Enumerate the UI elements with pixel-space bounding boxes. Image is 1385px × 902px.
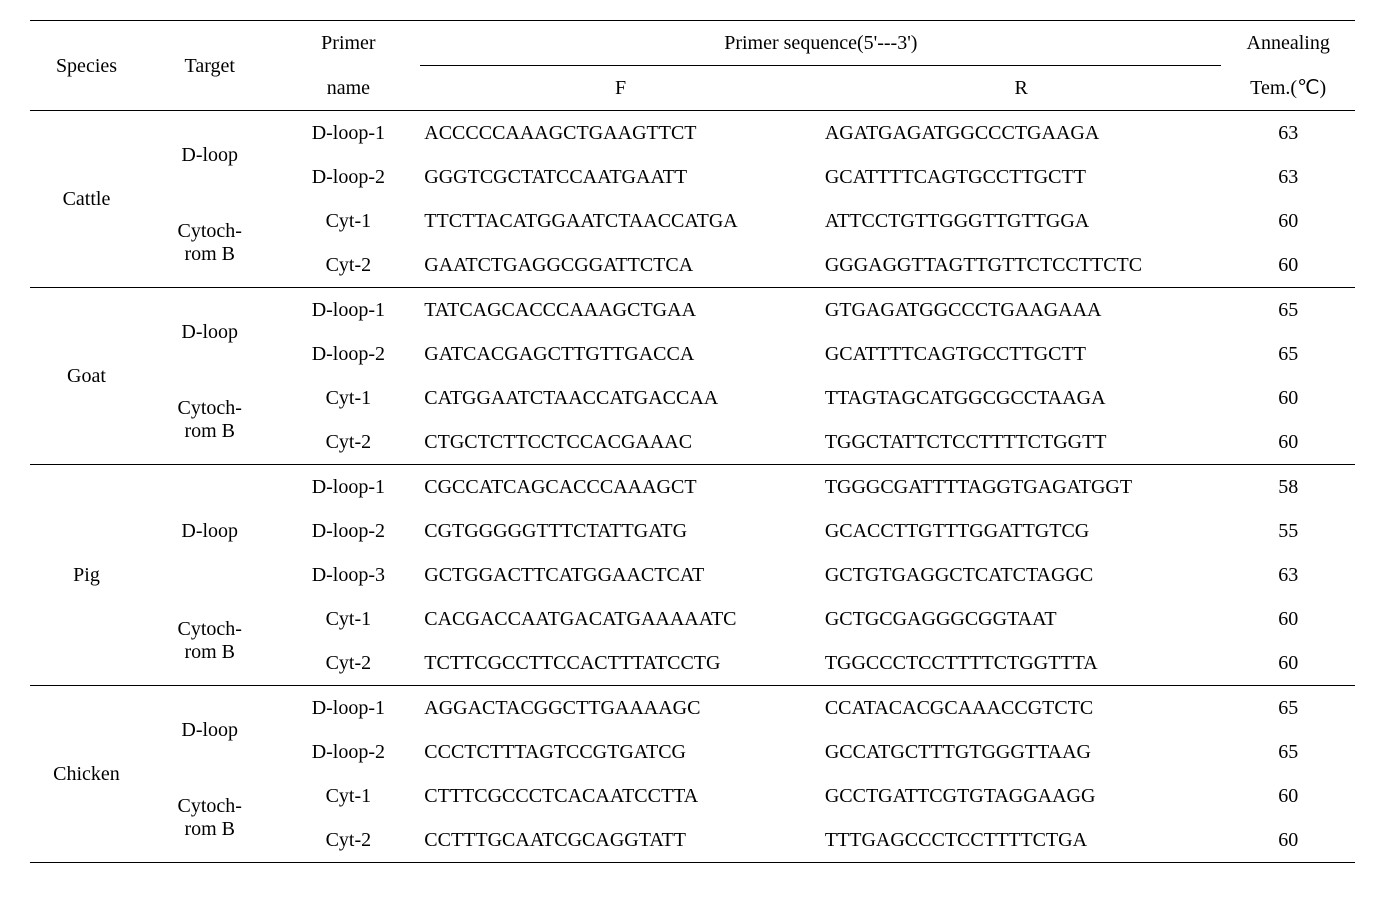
- sequence-r-cell: TGGCCCTCCTTTTCTGGTTTA: [821, 641, 1222, 686]
- table-body: CattleD-loopD-loop-1ACCCCCAAAGCTGAAGTTCT…: [30, 111, 1355, 863]
- sequence-r-cell: GCCTGATTCGTGTAGGAAGG: [821, 774, 1222, 818]
- temp-cell: 60: [1221, 243, 1355, 288]
- table-header: Species Target Primer Primer sequence(5'…: [30, 21, 1355, 111]
- primer-table: Species Target Primer Primer sequence(5'…: [30, 20, 1355, 863]
- target-cell: Cytoch-rom B: [143, 597, 277, 686]
- header-primer-top: Primer: [276, 21, 420, 66]
- sequence-f-cell: CTGCTCTTCCTCCACGAAAC: [420, 420, 821, 465]
- sequence-f-cell: CGTGGGGGTTTCTATTGATG: [420, 509, 821, 553]
- sequence-r-cell: TTAGTAGCATGGCGCCTAAGA: [821, 376, 1222, 420]
- target-cell: Cytoch-rom B: [143, 376, 277, 465]
- primer-name-cell: Cyt-1: [276, 774, 420, 818]
- sequence-f-cell: CCCTCTTTAGTCCGTGATCG: [420, 730, 821, 774]
- sequence-f-cell: TCTTCGCCTTCCACTTTATCCTG: [420, 641, 821, 686]
- sequence-f-cell: GGGTCGCTATCCAATGAATT: [420, 155, 821, 199]
- sequence-r-cell: GGGAGGTTAGTTGTTCTCCTTCTC: [821, 243, 1222, 288]
- sequence-f-cell: CGCCATCAGCACCCAAAGCT: [420, 465, 821, 510]
- sequence-r-cell: CCATACACGCAAACCGTCTC: [821, 686, 1222, 731]
- species-cell: Cattle: [30, 111, 143, 288]
- target-cell: D-loop: [143, 465, 277, 598]
- sequence-r-cell: TGGCTATTCTCCTTTTCTGGTT: [821, 420, 1222, 465]
- primer-name-cell: D-loop-2: [276, 730, 420, 774]
- sequence-r-cell: TGGGCGATTTTAGGTGAGATGGT: [821, 465, 1222, 510]
- sequence-f-cell: GATCACGAGCTTGTTGACCA: [420, 332, 821, 376]
- primer-name-cell: D-loop-1: [276, 465, 420, 510]
- primer-name-cell: Cyt-2: [276, 818, 420, 863]
- primer-name-cell: D-loop-3: [276, 553, 420, 597]
- sequence-r-cell: GCTGCGAGGGCGGTAAT: [821, 597, 1222, 641]
- target-cell: Cytoch-rom B: [143, 199, 277, 288]
- sequence-r-cell: GCCATGCTTTGTGGGTTAAG: [821, 730, 1222, 774]
- sequence-f-cell: CTTTCGCCCTCACAATCCTTA: [420, 774, 821, 818]
- temp-cell: 63: [1221, 155, 1355, 199]
- primer-name-cell: D-loop-1: [276, 288, 420, 333]
- temp-cell: 60: [1221, 774, 1355, 818]
- sequence-f-cell: GCTGGACTTCATGGAACTCAT: [420, 553, 821, 597]
- header-primer-bottom: name: [276, 66, 420, 111]
- header-sequence: Primer sequence(5'---3'): [420, 21, 1221, 66]
- primer-name-cell: Cyt-2: [276, 420, 420, 465]
- sequence-r-cell: AGATGAGATGGCCCTGAAGA: [821, 111, 1222, 156]
- temp-cell: 65: [1221, 288, 1355, 333]
- sequence-f-cell: TTCTTACATGGAATCTAACCATGA: [420, 199, 821, 243]
- temp-cell: 60: [1221, 818, 1355, 863]
- sequence-r-cell: TTTGAGCCCTCCTTTTCTGA: [821, 818, 1222, 863]
- sequence-f-cell: AGGACTACGGCTTGAAAAGC: [420, 686, 821, 731]
- sequence-f-cell: ACCCCCAAAGCTGAAGTTCT: [420, 111, 821, 156]
- sequence-r-cell: ATTCCTGTTGGGTTGTTGGA: [821, 199, 1222, 243]
- temp-cell: 65: [1221, 730, 1355, 774]
- species-cell: Chicken: [30, 686, 143, 863]
- header-annealing-top: Annealing: [1221, 21, 1355, 66]
- target-cell: D-loop: [143, 111, 277, 200]
- sequence-f-cell: CACGACCAATGACATGAAAAATC: [420, 597, 821, 641]
- temp-cell: 58: [1221, 465, 1355, 510]
- temp-cell: 60: [1221, 597, 1355, 641]
- sequence-f-cell: CATGGAATCTAACCATGACCAA: [420, 376, 821, 420]
- temp-cell: 60: [1221, 641, 1355, 686]
- primer-name-cell: D-loop-2: [276, 332, 420, 376]
- temp-cell: 60: [1221, 199, 1355, 243]
- temp-cell: 63: [1221, 111, 1355, 156]
- sequence-r-cell: GCATTTTCAGTGCCTTGCTT: [821, 155, 1222, 199]
- primer-name-cell: Cyt-2: [276, 243, 420, 288]
- sequence-f-cell: TATCAGCACCCAAAGCTGAA: [420, 288, 821, 333]
- header-f: F: [420, 66, 821, 111]
- temp-cell: 60: [1221, 420, 1355, 465]
- header-annealing-bottom: Tem.(℃): [1221, 66, 1355, 111]
- target-cell: Cytoch-rom B: [143, 774, 277, 863]
- sequence-f-cell: CCTTTGCAATCGCAGGTATT: [420, 818, 821, 863]
- temp-cell: 55: [1221, 509, 1355, 553]
- sequence-r-cell: GCACCTTGTTTGGATTGTCG: [821, 509, 1222, 553]
- sequence-r-cell: GCTGTGAGGCTCATCTAGGC: [821, 553, 1222, 597]
- primer-name-cell: D-loop-2: [276, 155, 420, 199]
- primer-name-cell: D-loop-1: [276, 111, 420, 156]
- sequence-f-cell: GAATCTGAGGCGGATTCTCA: [420, 243, 821, 288]
- species-cell: Goat: [30, 288, 143, 465]
- header-r: R: [821, 66, 1222, 111]
- primer-name-cell: D-loop-2: [276, 509, 420, 553]
- temp-cell: 60: [1221, 376, 1355, 420]
- primer-name-cell: Cyt-1: [276, 199, 420, 243]
- temp-cell: 65: [1221, 686, 1355, 731]
- header-target: Target: [143, 21, 277, 111]
- target-cell: D-loop: [143, 288, 277, 377]
- species-cell: Pig: [30, 465, 143, 686]
- primer-name-cell: Cyt-1: [276, 376, 420, 420]
- header-species: Species: [30, 21, 143, 111]
- target-cell: D-loop: [143, 686, 277, 775]
- temp-cell: 65: [1221, 332, 1355, 376]
- primer-name-cell: D-loop-1: [276, 686, 420, 731]
- sequence-r-cell: GTGAGATGGCCCTGAAGAAA: [821, 288, 1222, 333]
- sequence-r-cell: GCATTTTCAGTGCCTTGCTT: [821, 332, 1222, 376]
- temp-cell: 63: [1221, 553, 1355, 597]
- primer-name-cell: Cyt-2: [276, 641, 420, 686]
- primer-name-cell: Cyt-1: [276, 597, 420, 641]
